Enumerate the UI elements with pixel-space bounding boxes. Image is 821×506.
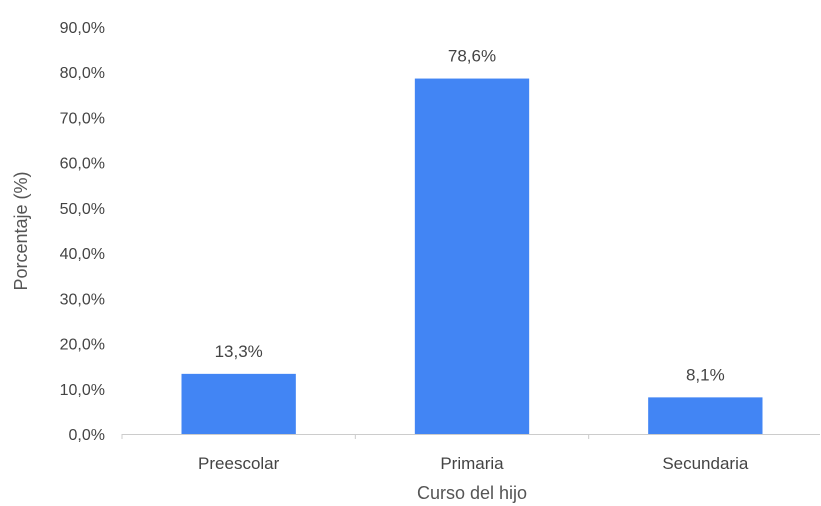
y-tick-label: 70,0% xyxy=(60,110,105,127)
data-label: 13,3% xyxy=(215,342,263,361)
y-tick-label: 30,0% xyxy=(60,291,105,308)
y-tick-label: 40,0% xyxy=(60,246,105,263)
y-tick-label: 80,0% xyxy=(60,65,105,82)
bar xyxy=(414,78,530,434)
x-tick-label: Secundaria xyxy=(662,454,749,473)
x-axis-title: Curso del hijo xyxy=(417,483,527,503)
y-tick-label: 90,0% xyxy=(60,20,105,37)
x-axis-tick-labels: Preescolar Primaria Secundaria xyxy=(198,454,749,473)
data-label: 78,6% xyxy=(448,47,496,66)
y-axis-ticks: 0,0% 10,0% 20,0% 30,0% 40,0% 50,0% 60,0% 70,0% 8… xyxy=(60,20,105,444)
bars: 13,3% 78,6% 8,1% xyxy=(121,47,763,439)
x-tick-label: Preescolar xyxy=(198,454,280,473)
y-tick-label: 20,0% xyxy=(60,337,105,354)
bar xyxy=(648,397,763,434)
y-axis-title: Porcentaje (%) xyxy=(11,171,31,290)
data-label: 8,1% xyxy=(686,365,725,384)
x-tick-label: Primaria xyxy=(440,454,504,473)
y-tick-label: 0,0% xyxy=(69,427,105,444)
y-tick-label: 10,0% xyxy=(60,382,105,399)
y-tick-label: 50,0% xyxy=(60,201,105,218)
bar xyxy=(181,373,296,434)
y-tick-label: 60,0% xyxy=(60,156,105,173)
